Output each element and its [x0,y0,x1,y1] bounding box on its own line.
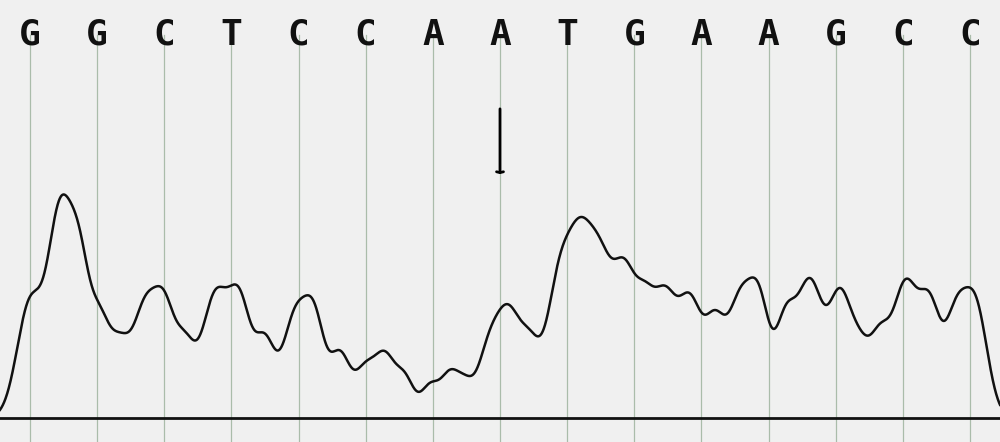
Text: C: C [288,18,309,52]
Text: T: T [556,18,578,52]
Text: C: C [153,18,175,52]
Text: G: G [825,18,847,52]
Text: G: G [86,18,108,52]
Text: A: A [758,18,779,52]
Text: A: A [422,18,444,52]
Text: G: G [623,18,645,52]
Text: C: C [959,18,981,52]
Text: T: T [221,18,242,52]
Text: A: A [489,18,511,52]
Text: C: C [355,18,377,52]
Text: G: G [19,18,41,52]
Text: A: A [691,18,712,52]
Text: C: C [892,18,914,52]
